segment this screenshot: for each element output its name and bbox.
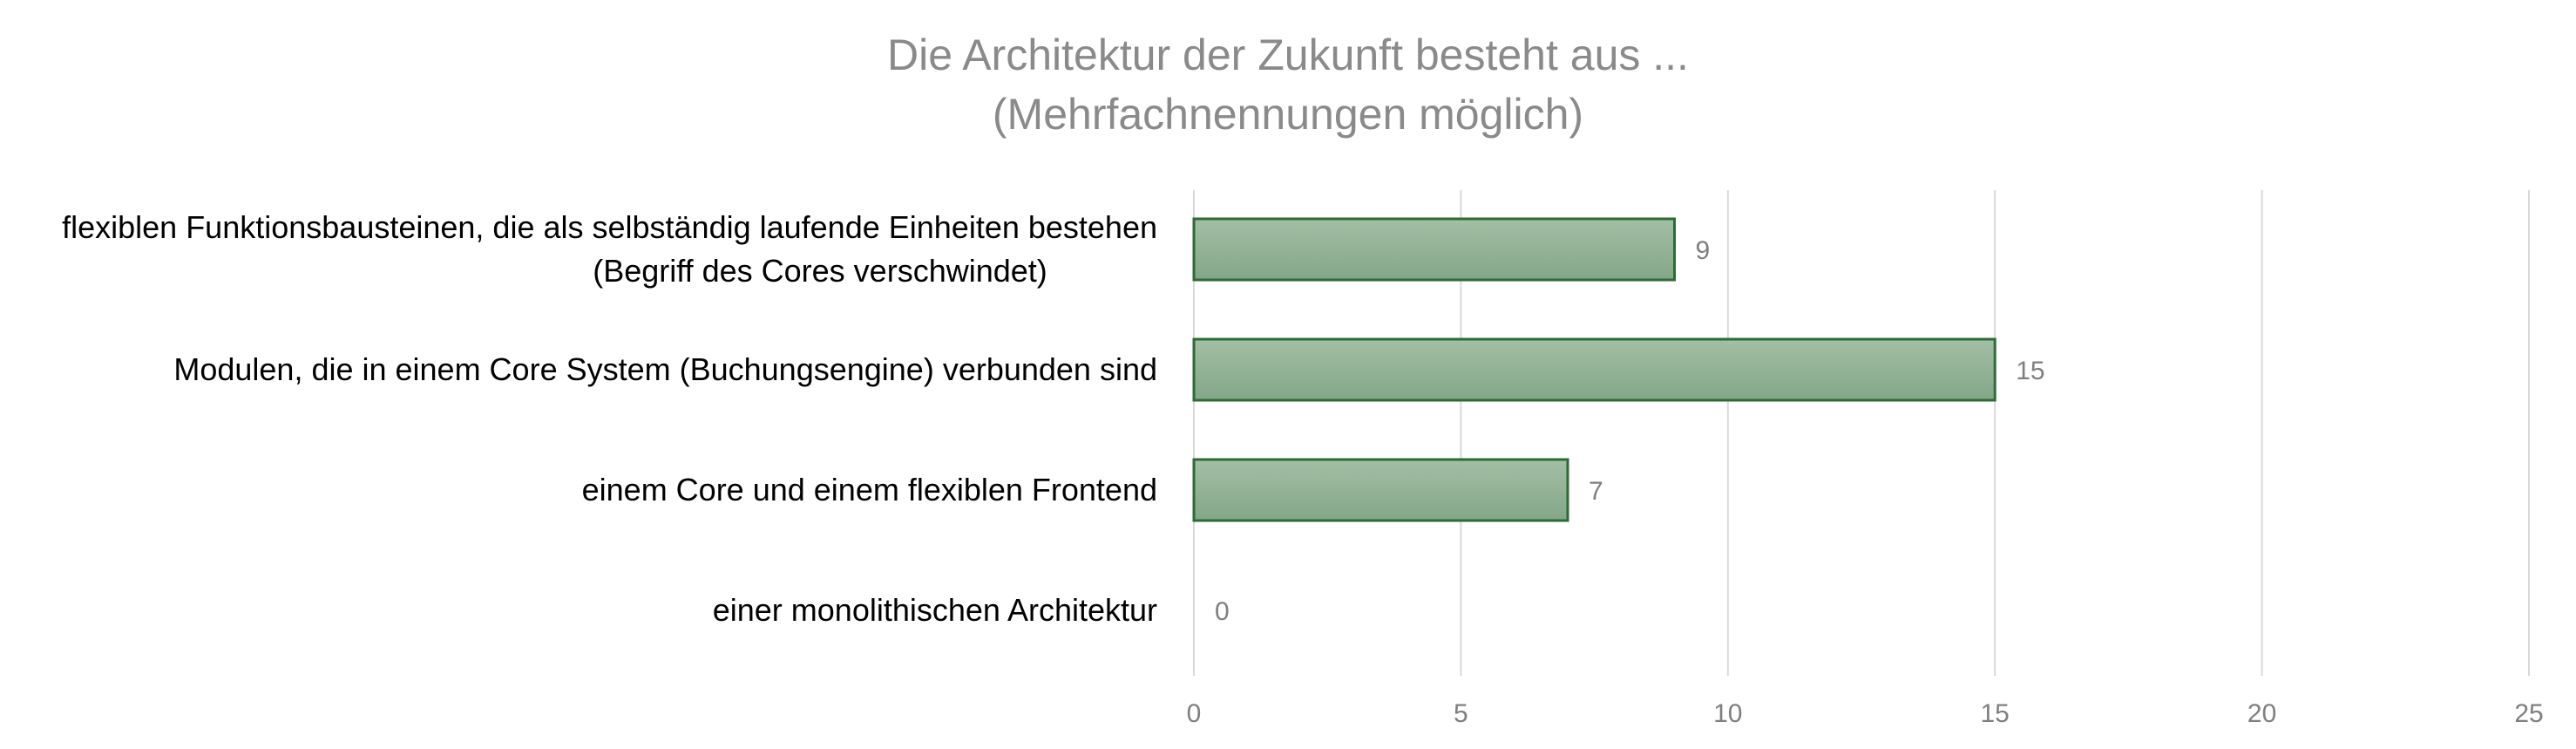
data-label: 7 (1589, 477, 1603, 506)
category-label: einer monolithischen Architektur (713, 592, 1157, 628)
category-label: flexiblen Funktionsbausteinen, die als s… (62, 209, 1157, 289)
bar (1192, 337, 1996, 402)
bars: 9 15 7 0 (1192, 217, 2045, 626)
x-tick-label: 5 (1454, 699, 1468, 728)
category-label-line: flexiblen Funktionsbausteinen, die als s… (62, 209, 1157, 245)
chart-title: Die Architektur der Zukunft besteht aus … (887, 31, 1689, 79)
category-label-line: Modulen, die in einem Core System (Buchu… (173, 351, 1157, 387)
x-axis-tick-labels: 0 5 10 15 20 25 (1187, 699, 2544, 728)
data-label: 0 (1215, 597, 1230, 626)
bar (1192, 458, 1569, 522)
category-label: Modulen, die in einem Core System (Buchu… (173, 351, 1157, 387)
category-label-line: (Begriff des Cores verschwindet) (593, 253, 1047, 289)
chart-subtitle: (Mehrfachnennungen möglich) (993, 90, 1583, 139)
data-label: 15 (2016, 357, 2044, 385)
category-label-line: einem Core und einem flexiblen Frontend (582, 472, 1157, 507)
category-labels: flexiblen Funktionsbausteinen, die als s… (62, 209, 1157, 628)
x-tick-label: 25 (2514, 699, 2543, 728)
x-tick-label: 20 (2247, 699, 2276, 728)
x-tick-label: 10 (1713, 699, 1742, 728)
data-label: 9 (1696, 236, 1711, 265)
bar (1192, 217, 1677, 282)
category-label: einem Core und einem flexiblen Frontend (582, 472, 1157, 507)
x-tick-label: 15 (1981, 699, 2010, 728)
category-label-line: einer monolithischen Architektur (713, 592, 1157, 628)
x-tick-label: 0 (1187, 699, 1202, 728)
